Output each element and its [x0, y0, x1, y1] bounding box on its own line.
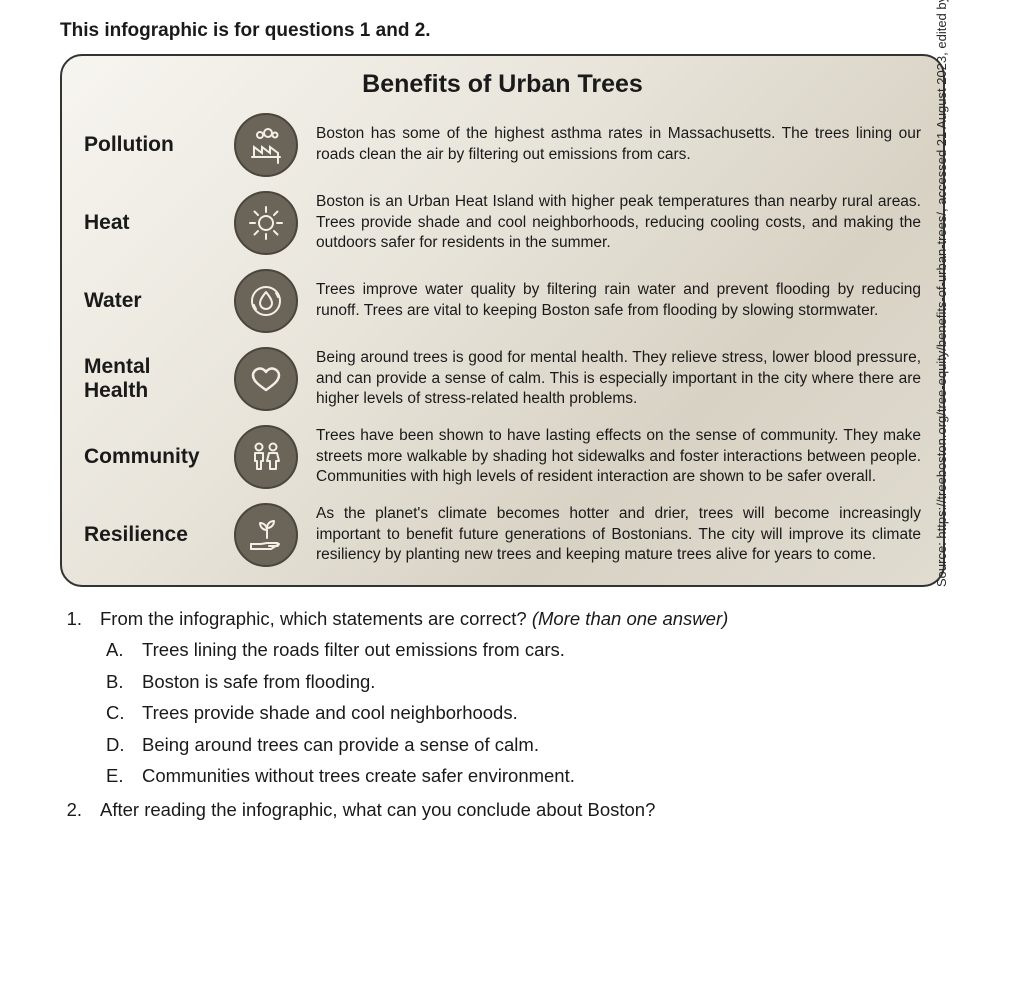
q2-number: 2.: [60, 794, 82, 825]
plant-hand-icon: [234, 503, 298, 567]
row-label: Mental Health: [84, 355, 216, 403]
q1-option-c: C.Trees provide shade and cool neighborh…: [106, 697, 971, 728]
q1-option-d: D.Being around trees can provide a sense…: [106, 729, 971, 760]
row-text: As the planet's climate becomes hotter a…: [316, 504, 921, 567]
row-label: Water: [84, 289, 216, 313]
q1-option-b: B.Boston is safe from flooding.: [106, 666, 971, 697]
row-text: Trees improve water quality by filtering…: [316, 280, 921, 322]
q1-number: 1.: [60, 603, 82, 792]
q1-stem: From the infographic, which statements a…: [100, 608, 532, 629]
row-label: Community: [84, 445, 216, 469]
q1-options: A.Trees lining the roads filter out emis…: [106, 634, 971, 791]
intro-text: This infographic is for questions 1 and …: [60, 20, 971, 42]
q1-option-a: A.Trees lining the roads filter out emis…: [106, 634, 971, 665]
panel-wrap: Benefits of Urban Trees Pollution Boston…: [60, 54, 971, 587]
questions-block: 1. From the infographic, which statement…: [60, 603, 971, 825]
row-water: Water Trees improve water quality by fil…: [84, 269, 921, 333]
question-2: 2. After reading the infographic, what c…: [60, 794, 971, 825]
row-mental-health: Mental Health Being around trees is good…: [84, 347, 921, 411]
q2-stem: After reading the infographic, what can …: [100, 794, 971, 825]
source-citation: Source: https://treeboston.org/tree-equi…: [934, 0, 949, 587]
row-text: Being around trees is good for mental he…: [316, 348, 921, 411]
heart-icon: [234, 347, 298, 411]
question-1: 1. From the infographic, which statement…: [60, 603, 971, 792]
source-rail: Source: https://treeboston.org/tree-equi…: [945, 54, 971, 587]
row-label: Pollution: [84, 133, 216, 157]
row-text: Boston has some of the highest asthma ra…: [316, 124, 921, 166]
infographic-panel: Benefits of Urban Trees Pollution Boston…: [60, 54, 945, 587]
q1-hint: (More than one answer): [532, 608, 728, 629]
panel-title: Benefits of Urban Trees: [84, 70, 921, 99]
q1-option-e: E.Communities without trees create safer…: [106, 760, 971, 791]
water-drop-icon: [234, 269, 298, 333]
row-text: Boston is an Urban Heat Island with high…: [316, 192, 921, 255]
sun-icon: [234, 191, 298, 255]
row-text: Trees have been shown to have lasting ef…: [316, 426, 921, 489]
people-icon: [234, 425, 298, 489]
row-pollution: Pollution Boston has some of the highest…: [84, 113, 921, 177]
row-heat: Heat Boston is an Urban: [84, 191, 921, 255]
row-community: Community Trees have been shown to have …: [84, 425, 921, 489]
factory-icon: [234, 113, 298, 177]
row-resilience: Resilience As the planet's climate becom…: [84, 503, 921, 567]
row-label: Heat: [84, 211, 216, 235]
row-label: Resilience: [84, 523, 216, 547]
